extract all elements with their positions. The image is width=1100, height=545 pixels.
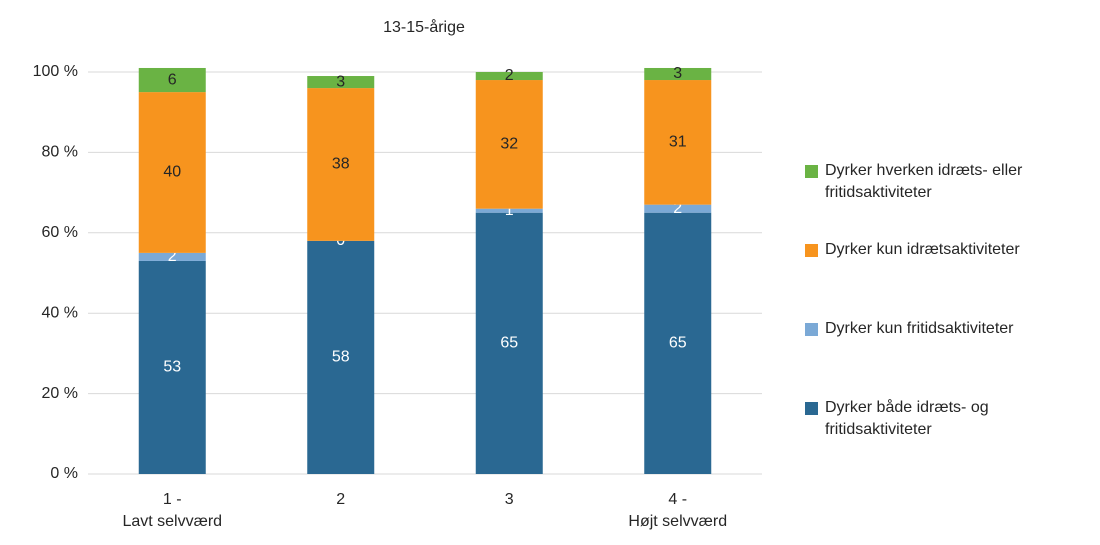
bar-segment [138, 92, 206, 253]
y-tick-label: 20 % [42, 385, 78, 402]
data-label: 2 [168, 248, 177, 265]
x-tick-label: 3 [505, 491, 514, 508]
legend-swatch [805, 402, 818, 415]
data-label: 31 [669, 134, 687, 151]
data-label: 32 [500, 136, 518, 153]
data-label: 2 [505, 67, 514, 84]
y-tick-label: 100 % [33, 63, 78, 80]
chart-title: 13-15-årige [383, 18, 465, 36]
legend-item: Dyrker både idræts- og fritidsaktivitete… [805, 397, 1095, 476]
x-tick-label: 4 - [668, 491, 687, 508]
y-tick-label: 40 % [42, 304, 78, 321]
legend-label: Dyrker kun idrætsaktiviteter [825, 241, 1020, 258]
data-label: 3 [336, 73, 345, 90]
x-tick-label: 1 - [163, 491, 182, 508]
data-label: 65 [669, 335, 687, 352]
bar-segment [644, 80, 712, 205]
bar-segment [475, 212, 543, 474]
legend-label: Dyrker hverken idræts- eller fritidsakti… [825, 162, 1023, 201]
bar-segment [138, 67, 206, 93]
x-tick-label: Lavt selvværd [122, 513, 222, 530]
bar-segment [138, 252, 206, 261]
data-label: 38 [332, 156, 350, 173]
bar-segment [644, 67, 712, 81]
y-tick-label: 60 % [42, 224, 78, 241]
data-label: 1 [505, 202, 514, 219]
bar-segment [138, 260, 206, 474]
data-label: 53 [163, 359, 181, 376]
y-tick-label: 0 % [50, 465, 78, 482]
bar-segment [307, 240, 375, 474]
bar-segment [307, 76, 375, 89]
data-label: 40 [163, 164, 181, 181]
legend-swatch [805, 244, 818, 257]
legend-label: Dyrker både idræts- og fritidsaktivitete… [825, 399, 989, 438]
bar-segment [644, 212, 712, 474]
bar-segment [475, 72, 543, 81]
y-tick-label: 80 % [42, 144, 78, 161]
legend-item: Dyrker kun fritidsaktiviteter [805, 318, 1095, 397]
data-label: 3 [673, 65, 682, 82]
data-label: 2 [673, 200, 682, 217]
data-label: 6 [168, 71, 177, 88]
bar-segment [307, 88, 375, 241]
data-label: 58 [332, 349, 350, 366]
legend-label: Dyrker kun fritidsaktiviteter [825, 320, 1014, 337]
bar-segment [475, 80, 543, 209]
legend-item: Dyrker hverken idræts- eller fritidsakti… [805, 160, 1095, 239]
legend-swatch [805, 165, 818, 178]
legend: Dyrker hverken idræts- eller fritidsakti… [805, 160, 1095, 476]
bar-segment [475, 208, 543, 213]
x-tick-label: Højt selvværd [628, 513, 727, 530]
data-label: 65 [500, 335, 518, 352]
legend-swatch [805, 323, 818, 336]
bar-segment [644, 204, 712, 213]
legend-item: Dyrker kun idrætsaktiviteter [805, 239, 1095, 318]
x-tick-label: 2 [336, 491, 345, 508]
